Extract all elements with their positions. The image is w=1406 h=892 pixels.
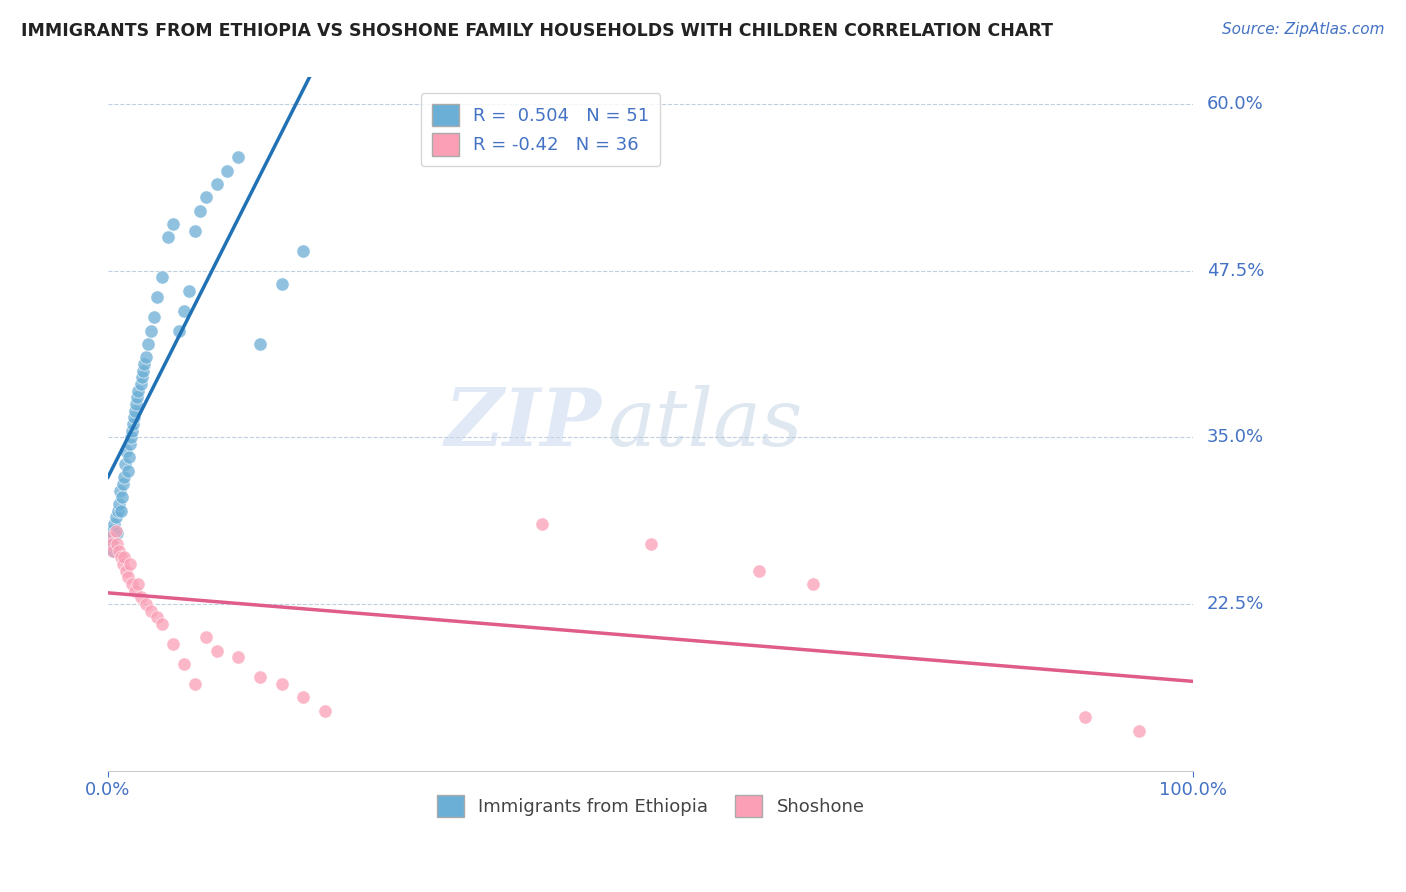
Point [132,357,155,371]
Point [314,704,336,718]
Text: atlas: atlas [607,385,803,463]
Point [117,464,139,478]
Point [103,543,125,558]
Point [104,510,127,524]
Text: ZIP: ZIP [444,385,602,463]
Point [173,303,195,318]
Point [115,443,138,458]
Point [104,524,127,538]
Point [150,617,173,632]
Point [141,604,163,618]
Point [184,677,207,691]
Point [129,377,152,392]
Point [105,526,128,541]
Point [179,284,201,298]
Point [121,577,143,591]
Point [127,384,149,398]
Point [194,631,217,645]
Point [249,337,271,351]
Point [1073,710,1095,724]
Legend: Immigrants from Ethiopia, Shoshone: Immigrants from Ethiopia, Shoshone [429,788,872,824]
Point [124,403,146,417]
Point [184,224,207,238]
Point [142,310,165,325]
Point [129,591,152,605]
Point [141,324,163,338]
Point [217,163,239,178]
Point [121,424,143,438]
Point [108,497,131,511]
Point [640,537,662,551]
Point [115,564,138,578]
Point [127,577,149,591]
Point [117,570,139,584]
Point [125,397,148,411]
Point [105,537,128,551]
Point [110,504,132,518]
Point [167,324,190,338]
Point [292,244,315,258]
Point [803,577,825,591]
Point [205,643,228,657]
Point [111,491,134,505]
Point [146,290,169,304]
Point [292,690,315,705]
Point [101,537,124,551]
Text: 22.5%: 22.5% [1208,595,1264,613]
Point [226,650,249,665]
Point [127,391,149,405]
Point [249,670,271,684]
Point [112,477,135,491]
Point [136,337,159,351]
Point [124,583,146,598]
Point [150,270,173,285]
Point [162,637,184,651]
Point [132,364,155,378]
Text: 60.0%: 60.0% [1208,95,1264,113]
Point [205,177,228,191]
Point [1128,723,1150,738]
Point [103,517,125,532]
Point [112,470,135,484]
Point [531,517,554,532]
Text: 47.5%: 47.5% [1208,261,1264,280]
Point [131,370,153,384]
Point [226,150,249,164]
Point [270,277,292,291]
Point [156,230,179,244]
Point [98,530,121,544]
Point [118,437,141,451]
Point [146,610,169,624]
Point [122,417,145,431]
Point [114,457,136,471]
Point [112,550,135,565]
Point [110,550,132,565]
Text: Source: ZipAtlas.com: Source: ZipAtlas.com [1222,22,1385,37]
Point [117,450,139,465]
Point [173,657,195,671]
Point [107,504,129,518]
Point [122,410,145,425]
Point [188,203,211,218]
Point [748,564,770,578]
Point [118,557,141,571]
Point [98,530,121,544]
Text: 35.0%: 35.0% [1208,428,1264,446]
Point [162,217,184,231]
Point [108,543,131,558]
Point [135,351,157,365]
Point [112,557,135,571]
Point [101,537,124,551]
Point [103,543,125,558]
Point [135,597,157,611]
Point [108,483,131,498]
Point [194,190,217,204]
Point [100,524,122,538]
Point [120,430,142,444]
Point [270,677,292,691]
Text: IMMIGRANTS FROM ETHIOPIA VS SHOSHONE FAMILY HOUSEHOLDS WITH CHILDREN CORRELATION: IMMIGRANTS FROM ETHIOPIA VS SHOSHONE FAM… [21,22,1053,40]
